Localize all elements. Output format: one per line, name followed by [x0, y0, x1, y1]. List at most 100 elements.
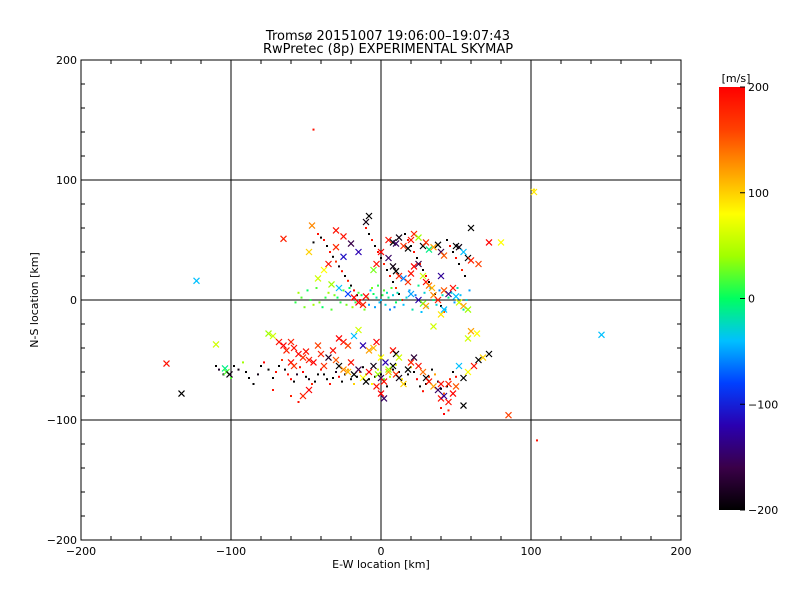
scatter-dot-marker	[324, 296, 327, 299]
scatter-dot-marker	[407, 239, 409, 241]
scatter-dot-marker	[402, 303, 405, 306]
scatter-dot-marker	[345, 303, 348, 306]
scatter-x-marker	[415, 234, 422, 242]
scatter-dot-marker	[314, 380, 316, 383]
scatter-dot-marker	[237, 368, 240, 371]
scatter-x-marker	[407, 236, 415, 244]
scatter-x-marker	[340, 366, 347, 374]
scatter-x-marker	[434, 386, 442, 394]
scatter-x-marker	[325, 354, 332, 362]
scatter-dot-marker	[389, 308, 391, 311]
scatter-x-marker	[355, 248, 362, 256]
scatter-dot-marker	[395, 301, 397, 304]
scatter-dot-marker	[312, 128, 315, 131]
scatter-dot-marker	[425, 275, 427, 277]
scatter-dot-marker	[395, 363, 397, 366]
scatter-dot-marker	[377, 368, 379, 371]
scatter-dot-marker	[359, 299, 361, 301]
scatter-x-marker	[400, 242, 407, 250]
scatter-dot-marker	[317, 233, 319, 235]
scatter-dot-marker	[338, 265, 340, 268]
scatter-dot-marker	[321, 306, 324, 309]
scatter-dot-marker	[405, 296, 408, 299]
scatter-dot-marker	[468, 289, 471, 292]
scatter-x-marker	[407, 290, 415, 298]
scatter-dot-marker	[401, 299, 403, 301]
scatter-x-marker	[283, 346, 290, 354]
scatter-dot-marker	[333, 294, 336, 297]
scatter-x-marker	[440, 286, 448, 294]
scatter-x-marker	[419, 368, 427, 376]
scatter-dot-marker	[443, 413, 445, 415]
scatter-dot-marker	[368, 303, 370, 306]
scatter-dot-marker	[380, 299, 382, 301]
scatter-dot-marker	[428, 375, 430, 378]
scatter-dot-marker	[287, 373, 289, 376]
scatter-x-marker	[460, 302, 467, 310]
scatter-x-marker	[344, 368, 352, 376]
scatter-dot-marker	[245, 371, 247, 373]
scatter-x-marker	[344, 290, 352, 298]
scatter-x-marker	[449, 284, 457, 292]
colorbar: [m/s] 200 100 0 −100 −200	[719, 72, 778, 517]
x-tick-label: −200	[66, 545, 96, 558]
scatter-dot-marker	[230, 377, 232, 379]
scatter-x-marker	[395, 234, 403, 242]
scatter-dot-marker	[393, 306, 396, 309]
scatter-x-marker	[407, 358, 415, 366]
scatter-dot-marker	[536, 439, 538, 442]
scatter-x-marker	[410, 262, 418, 270]
scatter-x-marker	[380, 394, 388, 402]
scatter-dot-marker	[329, 383, 331, 385]
scatter-x-marker	[362, 292, 370, 300]
scatter-x-marker	[340, 338, 347, 346]
scatter-x-marker	[422, 302, 430, 310]
scatter-x-marker	[299, 354, 307, 362]
scatter-dot-marker	[297, 401, 300, 403]
scatter-dot-marker	[456, 287, 459, 289]
y-axis-label: N-S location [km]	[28, 252, 41, 348]
scatter-x-marker	[428, 284, 436, 292]
scatter-dot-marker	[375, 296, 378, 299]
scatter-x-marker	[437, 380, 445, 388]
scatter-dot-marker	[462, 308, 465, 311]
scatter-x-marker	[359, 301, 367, 309]
scatter-x-marker	[332, 356, 340, 364]
scatter-dot-marker	[260, 365, 262, 367]
scatter-x-marker	[460, 402, 467, 410]
scatter-dot-marker	[416, 378, 418, 381]
scatter-dot-marker	[411, 308, 414, 311]
scatter-dot-marker	[327, 291, 330, 294]
scatter-dot-marker	[453, 301, 456, 304]
scatter-x-marker	[370, 266, 377, 274]
scatter-x-marker	[332, 243, 340, 251]
scatter-x-marker	[434, 296, 442, 304]
scatter-x-marker	[221, 364, 229, 372]
scatter-dot-marker	[383, 378, 385, 381]
scatter-dot-marker	[347, 368, 349, 371]
scatter-x-marker	[430, 322, 437, 330]
scatter-dot-marker	[414, 294, 417, 297]
scatter-dot-marker	[372, 293, 375, 295]
scatter-x-marker	[389, 362, 397, 370]
scatter-dot-marker	[320, 236, 322, 239]
scatter-x-marker	[385, 366, 392, 374]
scatter-dot-marker	[380, 373, 382, 376]
scatter-dot-marker	[408, 289, 411, 292]
scatter-x-marker	[335, 334, 343, 342]
scatter-dot-marker	[443, 392, 445, 395]
scatter-dot-marker	[278, 365, 280, 367]
scatter-x-marker	[335, 362, 343, 370]
scatter-x-marker	[212, 340, 220, 348]
scatter-dot-marker	[318, 301, 321, 304]
scatter-dot-marker	[329, 251, 331, 253]
scatter-dot-marker	[465, 299, 468, 301]
scatter-x-marker	[395, 272, 403, 280]
scatter-x-marker	[430, 382, 437, 390]
scatter-x-marker	[485, 238, 493, 246]
scatter-x-marker	[437, 272, 445, 280]
scatter-x-marker	[407, 270, 415, 278]
scatter-dot-marker	[419, 263, 421, 265]
colorbar-label: [m/s]	[722, 72, 751, 85]
